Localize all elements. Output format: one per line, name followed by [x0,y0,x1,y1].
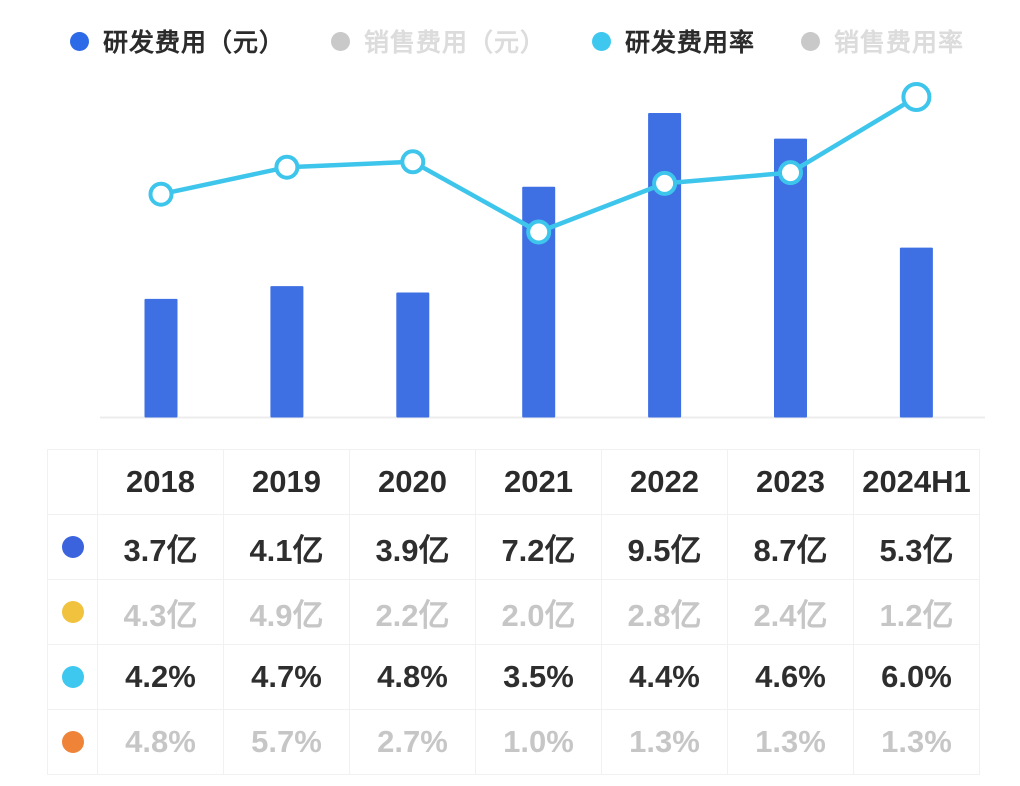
row-dot-sales-expense-icon [61,601,84,623]
table-cell-rd-rate-2022: 4.4% [601,644,728,710]
data-table: 2018 2019 2020 2021 2022 2023 2024H1 3.7亿 4.1亿 3.… [47,449,980,775]
table-cell-sales-rate-2019: 5.7% [223,709,350,775]
bar-2023[interactable] [774,138,807,418]
table-row-dot-cell-rd-rate [47,644,98,710]
bar-2018[interactable] [144,298,178,418]
legend-dot-rd-rate-icon [592,31,612,51]
table-cell-rd-expense-2024H1: 5.3亿 [853,514,980,580]
table-cell-sales-expense-2018: 4.3亿 [97,579,224,645]
line-point-2022[interactable] [652,170,678,196]
table-header-2022: 2022 [601,449,728,515]
line-point-2023[interactable] [778,160,803,186]
bar-2024H1[interactable] [899,247,933,418]
legend-item-sales-rate[interactable]: 销售费用率 [801,23,964,59]
line-point-2018[interactable] [148,181,174,207]
legend-item-rd-rate[interactable]: 研发费用率 [592,23,755,59]
table-corner-cell [47,449,98,515]
table-cell-sales-rate-2018: 4.8% [97,709,224,775]
legend-dot-sales-expense-icon [331,31,351,51]
table-cell-sales-expense-2022: 2.8亿 [601,579,728,645]
legend-label-rd-expense: 研发费用（元） [103,29,286,57]
legend: 研发费用（元） 销售费用（元） 研发费用率 销售费用率 [70,24,964,58]
table-cell-sales-rate-2020: 2.7% [349,709,476,775]
line-point-2020[interactable] [400,149,426,175]
table-header-2019: 2019 [223,449,350,515]
line-point-2024H1[interactable] [901,82,932,112]
table-cell-sales-expense-2021: 2.0亿 [475,579,602,645]
legend-label-sales-expense: 销售费用（元） [364,29,547,57]
table-cell-rd-expense-2022: 9.5亿 [601,514,728,580]
table-cell-rd-rate-2019: 4.7% [223,644,350,710]
table-row-dot-cell-sales-rate [47,709,98,775]
table-cell-sales-expense-2020: 2.2亿 [349,579,476,645]
table-cell-rd-rate-2024H1: 6.0% [853,644,980,710]
table-cell-sales-expense-2019: 4.9亿 [223,579,350,645]
bar-2019[interactable] [270,286,304,418]
legend-dot-sales-rate-icon [801,31,821,51]
table-cell-rd-expense-2019: 4.1亿 [223,514,350,580]
combo-chart[interactable] [0,0,1020,440]
table-header-2024H1: 2024H1 [853,449,980,515]
table-cell-rd-expense-2018: 3.7亿 [97,514,224,580]
table-row-dot-cell-rd-expense [47,514,98,580]
row-dot-rd-rate-icon [61,666,84,688]
table-cell-rd-rate-2020: 4.8% [349,644,476,710]
table-cell-sales-expense-2024H1: 1.2亿 [853,579,980,645]
table-cell-rd-expense-2020: 3.9亿 [349,514,476,580]
table-header-2021: 2021 [475,449,602,515]
line-point-2021[interactable] [526,219,552,245]
table-cell-rd-rate-2023: 4.6% [727,644,854,710]
table-cell-rd-expense-2021: 7.2亿 [475,514,602,580]
table-header-2018: 2018 [97,449,224,515]
legend-label-sales-rate: 销售费用率 [834,29,965,57]
table-cell-rd-rate-2021: 3.5% [475,644,602,710]
table-cell-sales-expense-2023: 2.4亿 [727,579,854,645]
row-dot-rd-expense-icon [61,536,84,558]
line-point-2019[interactable] [274,154,300,180]
table-row-dot-cell-sales-expense [47,579,98,645]
bar-2021[interactable] [522,186,556,418]
row-dot-sales-rate-icon [61,731,84,753]
table-cell-sales-rate-2023: 1.3% [727,709,854,775]
table-cell-sales-rate-2024H1: 1.3% [853,709,980,775]
legend-label-rd-rate: 研发费用率 [625,29,756,57]
table-cell-sales-rate-2021: 1.0% [475,709,602,775]
legend-item-rd-expense[interactable]: 研发费用（元） [70,23,285,59]
table-header-2023: 2023 [727,449,854,515]
table-header-2020: 2020 [349,449,476,515]
legend-dot-rd-expense-icon [70,31,89,51]
bar-2022[interactable] [648,113,682,418]
table-cell-rd-rate-2018: 4.2% [97,644,224,710]
table-cell-rd-expense-2023: 8.7亿 [727,514,854,580]
legend-item-sales-expense[interactable]: 销售费用（元） [331,23,546,59]
bar-2020[interactable] [396,292,430,418]
table-cell-sales-rate-2022: 1.3% [601,709,728,775]
